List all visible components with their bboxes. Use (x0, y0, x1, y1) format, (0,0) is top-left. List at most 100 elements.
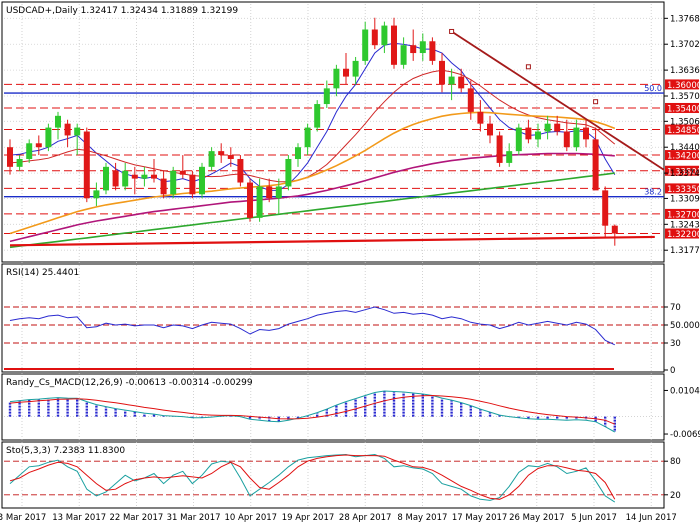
indicator-tick-label: 70 (670, 303, 681, 313)
price-tick-label: 1.37685 (670, 14, 700, 24)
candle-body (563, 131, 570, 148)
macd-title: Randy_Cs_MACD(12,26,9) -0.00613 -0.00314… (6, 378, 253, 388)
candle-body (439, 60, 445, 85)
trendline-anchor (593, 99, 599, 105)
indicator-tick-label: 50.0000 (670, 321, 700, 331)
candle-body (64, 123, 71, 136)
candle-body (352, 60, 359, 77)
candle-body (227, 155, 234, 159)
fib-label: 38.2 (644, 188, 662, 197)
x-axis-label: 3 Mar 2017 (0, 513, 46, 523)
x-axis-label: 13 Mar 2017 (52, 513, 106, 523)
candle-body (237, 158, 244, 183)
level-label-box (665, 150, 699, 161)
candle-body (467, 88, 474, 112)
candle-body (333, 68, 340, 89)
x-axis-label: 19 Apr 2017 (282, 513, 335, 523)
x-axis-label: 28 Apr 2017 (339, 513, 392, 523)
candle-body (391, 25, 397, 65)
candle-body (515, 127, 522, 152)
indicator-main-line (9, 306, 616, 346)
level-label: 1.34850 (667, 126, 700, 136)
level-label-box (665, 79, 699, 90)
level-label-box (665, 102, 699, 113)
candle-body (74, 127, 81, 136)
candle-body (535, 131, 541, 140)
level-label-box (665, 165, 699, 176)
price-chart-title: USDCAD+,Daily 1.32417 1.32434 1.31889 1.… (6, 6, 238, 16)
x-axis-label: 5 Jun 2017 (571, 513, 617, 523)
price-tick-label: 1.35705 (670, 92, 700, 102)
candle-body (122, 170, 129, 187)
candle-body (419, 41, 426, 54)
moving-average-line (9, 111, 616, 235)
rsi-layer: 70 50.0000 30 0 (4, 303, 700, 376)
candle-body (151, 174, 157, 179)
candle-body (131, 174, 138, 179)
trendline (451, 30, 665, 171)
candle-body (7, 147, 13, 167)
candle-body (487, 123, 493, 136)
candle-body (160, 178, 167, 195)
indicator-signal-line (9, 454, 616, 500)
level-label: 1.34200 (667, 152, 700, 162)
candle-body (592, 139, 599, 191)
stochastic-panel-frame (1, 441, 665, 509)
level-label: 1.32200 (667, 230, 700, 240)
candle-body (285, 158, 292, 187)
candle-body (323, 88, 330, 105)
candle-body (170, 170, 177, 195)
candle-body (448, 76, 455, 85)
candle-body (611, 225, 618, 234)
price-tick-label: 1.32435 (670, 220, 700, 230)
trendline-anchor (525, 64, 531, 70)
candle-body (266, 186, 273, 199)
candle-body (400, 45, 407, 65)
indicator-tick-label: 80 (670, 457, 681, 467)
candle-body (429, 41, 436, 61)
level-label: 1.33800 (667, 167, 700, 177)
trendline-anchor (449, 28, 455, 34)
candle-body (93, 190, 100, 199)
candle-body (103, 166, 109, 191)
candle-body (295, 147, 301, 159)
indicator-tick-label: 0 (670, 366, 675, 376)
candle-body (343, 68, 349, 77)
macd-tick-label: -0.00692 (670, 430, 700, 440)
candle-body (573, 127, 580, 148)
x-axis-label: 10 Apr 2017 (225, 513, 278, 523)
candle-body (247, 182, 253, 218)
level-label: 1.32700 (667, 210, 700, 220)
level-label-box (665, 208, 699, 219)
moving-average-line (9, 172, 615, 249)
candle-body (26, 143, 33, 159)
moving-average-line (9, 69, 616, 183)
x-axis-label: 31 Mar 2017 (167, 513, 221, 523)
candle-body (602, 190, 609, 226)
candle-body (304, 127, 311, 148)
level-label-box (665, 124, 699, 135)
moving-average-line (9, 152, 615, 243)
candle-body (35, 143, 42, 148)
price-tick-label: 1.37025 (670, 40, 700, 50)
axis-labels-layer: 3 Mar 2017 13 Mar 2017 22 Mar 2017 31 Mar 2… (0, 14, 700, 523)
candle-body (381, 25, 388, 46)
candle-body (410, 45, 417, 54)
rsi-title: RSI(14) 25.4401 (6, 268, 79, 278)
candle-body (506, 151, 513, 163)
candle-body (218, 151, 225, 156)
indicator-tick-label: 30 (670, 339, 681, 349)
level-label: 1.36000 (667, 81, 700, 91)
indicator-tick-label: 20 (670, 491, 681, 501)
price-tick-label: 1.33740 (670, 169, 700, 179)
candle-body (256, 186, 263, 218)
price-tick-label: 1.35060 (670, 117, 700, 127)
level-label: 1.33350 (667, 185, 700, 195)
candle-body (179, 170, 186, 175)
moving-averages-layer (9, 42, 616, 249)
candle-body (199, 166, 205, 195)
level-label-box (665, 228, 699, 239)
indicator-main-line (9, 453, 616, 503)
candle-body (141, 174, 148, 179)
